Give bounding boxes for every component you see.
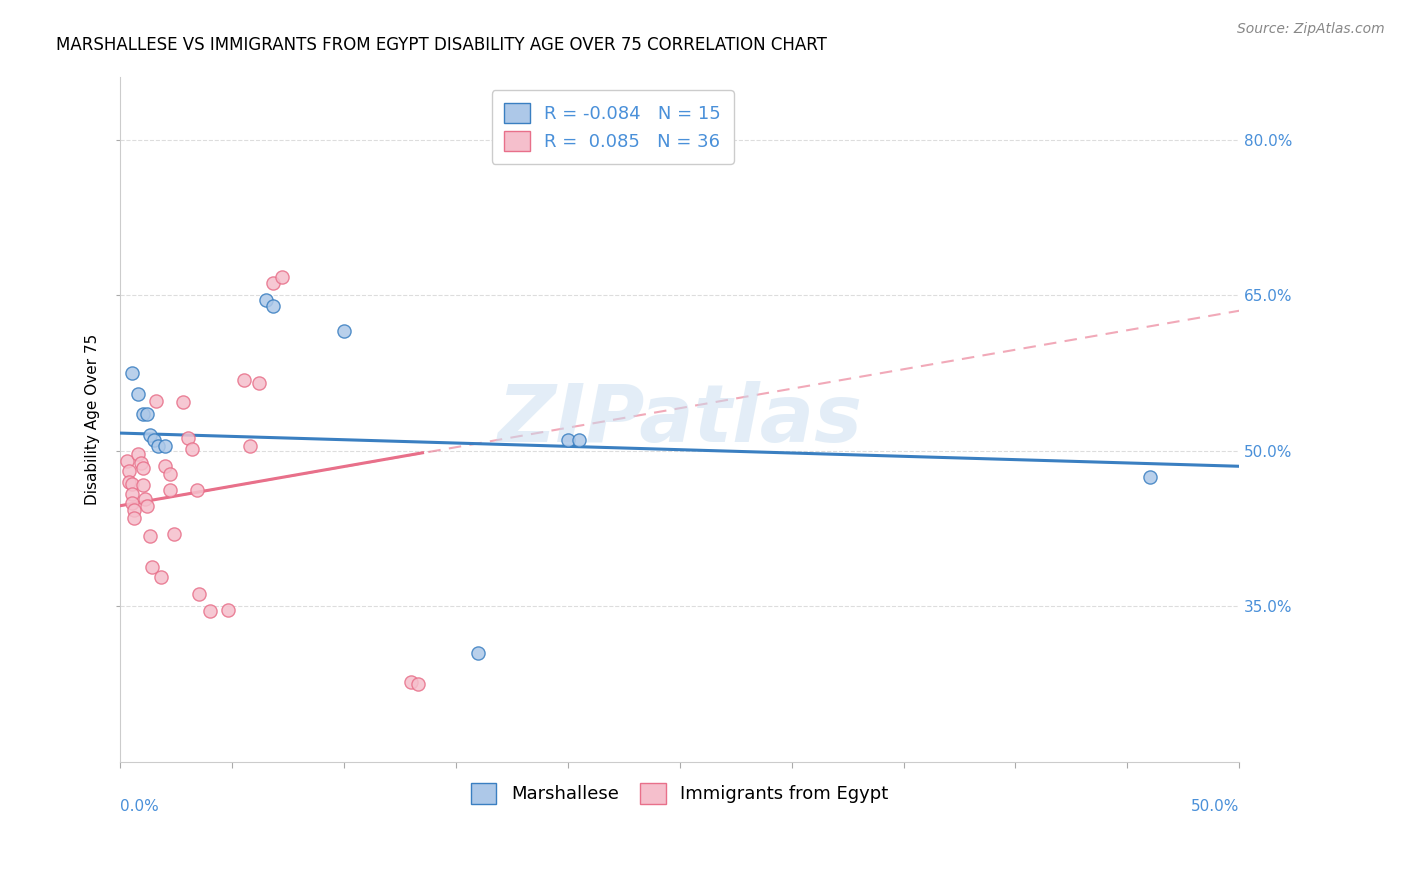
Point bbox=[198, 604, 221, 618]
Text: 50.0%: 50.0% bbox=[1191, 799, 1239, 814]
Legend: Marshallese, Immigrants from Egypt: Marshallese, Immigrants from Egypt bbox=[464, 776, 896, 811]
Point bbox=[153, 459, 176, 474]
Point bbox=[172, 395, 194, 409]
Point bbox=[247, 376, 270, 391]
Point bbox=[132, 408, 155, 422]
Point bbox=[557, 434, 579, 448]
Point bbox=[401, 675, 423, 690]
Point bbox=[333, 325, 356, 339]
Text: 0.0%: 0.0% bbox=[121, 799, 159, 814]
Point bbox=[148, 438, 170, 452]
Point bbox=[121, 487, 143, 501]
Point bbox=[159, 483, 181, 497]
Point bbox=[145, 393, 167, 408]
Point bbox=[115, 454, 138, 468]
Point bbox=[136, 499, 159, 513]
Point bbox=[141, 559, 163, 574]
Point bbox=[138, 428, 160, 442]
Point bbox=[232, 373, 254, 387]
Point bbox=[262, 276, 284, 290]
Point bbox=[181, 442, 204, 456]
Point bbox=[122, 511, 145, 525]
Point bbox=[136, 408, 159, 422]
Point bbox=[159, 467, 181, 481]
Point bbox=[132, 478, 155, 492]
Point bbox=[121, 366, 143, 380]
Point bbox=[568, 434, 591, 448]
Text: Source: ZipAtlas.com: Source: ZipAtlas.com bbox=[1237, 22, 1385, 37]
Point bbox=[129, 456, 152, 470]
Point bbox=[127, 447, 149, 461]
Point bbox=[149, 570, 172, 584]
Point bbox=[270, 269, 292, 284]
Point bbox=[176, 431, 198, 445]
Point bbox=[406, 677, 429, 691]
Point bbox=[1139, 469, 1161, 483]
Point bbox=[132, 461, 155, 475]
Point bbox=[239, 438, 262, 452]
Y-axis label: Disability Age Over 75: Disability Age Over 75 bbox=[86, 334, 100, 505]
Point bbox=[186, 483, 208, 497]
Point bbox=[134, 492, 156, 507]
Point bbox=[121, 495, 143, 509]
Point bbox=[153, 438, 176, 452]
Point bbox=[127, 386, 149, 401]
Point bbox=[118, 475, 141, 489]
Point bbox=[138, 529, 160, 543]
Point bbox=[262, 299, 284, 313]
Point bbox=[217, 603, 239, 617]
Point bbox=[121, 476, 143, 491]
Point bbox=[187, 587, 209, 601]
Point bbox=[163, 526, 186, 541]
Point bbox=[143, 434, 166, 448]
Text: ZIPatlas: ZIPatlas bbox=[498, 381, 862, 458]
Point bbox=[467, 646, 489, 660]
Text: MARSHALLESE VS IMMIGRANTS FROM EGYPT DISABILITY AGE OVER 75 CORRELATION CHART: MARSHALLESE VS IMMIGRANTS FROM EGYPT DIS… bbox=[56, 36, 827, 54]
Point bbox=[122, 503, 145, 517]
Point bbox=[254, 293, 277, 308]
Point bbox=[118, 465, 141, 479]
